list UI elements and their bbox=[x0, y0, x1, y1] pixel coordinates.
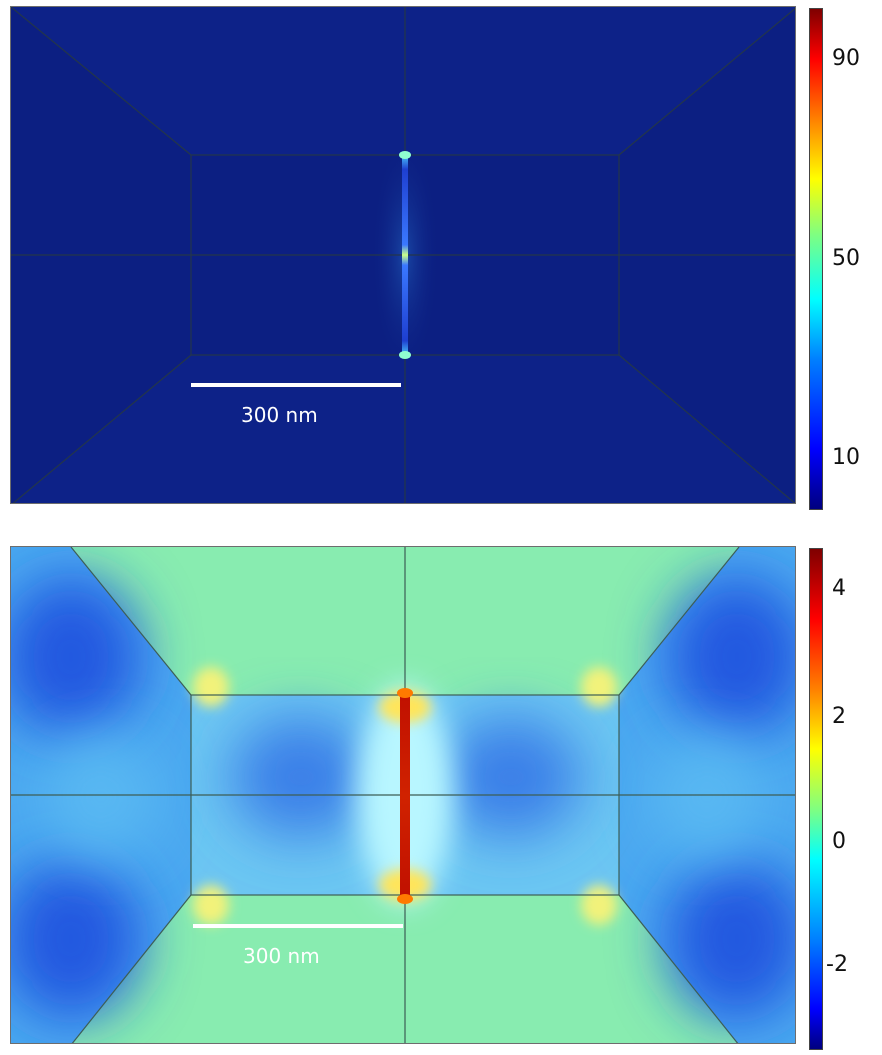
bottom-gap-field bbox=[400, 693, 410, 899]
top-gap-hotspot-upper bbox=[399, 151, 411, 159]
bottom-colorbar-tick-0: 0 bbox=[832, 829, 846, 854]
bottom-field-blobs bbox=[11, 577, 795, 1019]
top-colorbar-tick-50: 50 bbox=[832, 246, 860, 271]
bottom-field-map-svg bbox=[11, 547, 795, 1043]
bottom-colorbar-tick-2: 2 bbox=[832, 704, 846, 729]
bottom-scale-label: 300 nm bbox=[243, 944, 320, 968]
top-gap-field bbox=[402, 153, 408, 357]
top-colorbar-tick-10: 10 bbox=[832, 445, 860, 470]
bottom-gap-hotspot-lower bbox=[397, 894, 413, 904]
bottom-colorbar-tick-4: 4 bbox=[832, 576, 846, 601]
top-gap-hotspot-lower bbox=[399, 351, 411, 359]
top-lower-trapezoid bbox=[13, 355, 795, 503]
top-scale-label: 300 nm bbox=[241, 403, 318, 427]
bottom-field-map: 300 nm bbox=[10, 546, 796, 1044]
bottom-colorbar bbox=[809, 548, 823, 1050]
bottom-colorbar-tick-neg2: -2 bbox=[826, 952, 848, 977]
top-upper-trapezoid bbox=[11, 7, 795, 155]
top-field-map-svg bbox=[11, 7, 795, 503]
top-colorbar-tick-90: 90 bbox=[832, 46, 860, 71]
bottom-gap-hotspot-upper bbox=[397, 688, 413, 698]
top-colorbar bbox=[809, 8, 823, 510]
top-field-map: 300 nm bbox=[10, 6, 796, 504]
